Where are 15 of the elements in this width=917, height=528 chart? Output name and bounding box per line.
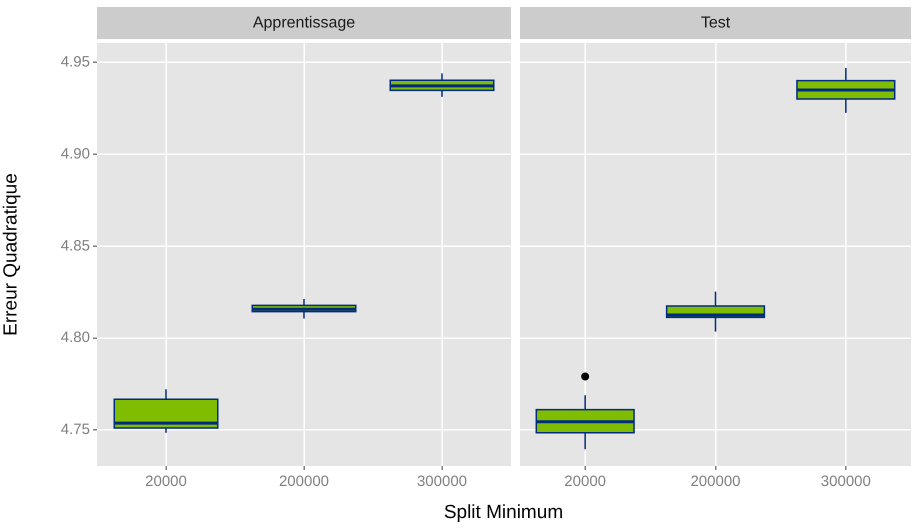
y-tick-label: 4.85	[60, 237, 90, 254]
y-axis-title: Erreur Quadratique	[0, 173, 22, 336]
x-tick-label: 20000	[145, 473, 187, 490]
chart-title: Apprentissage	[252, 14, 356, 32]
y-tick-label: 4.90	[60, 145, 90, 162]
x-tick-label: 300000	[416, 473, 468, 490]
x-tick-label: 200000	[278, 473, 330, 490]
y-tick-label: 4.95	[60, 54, 90, 71]
y-tick-label: 4.75	[60, 421, 90, 438]
chart-title: Test	[700, 14, 731, 32]
x-tick-label: 300000	[820, 473, 871, 490]
x-tick-label: 20000	[564, 473, 606, 490]
x-axis-title: Split Minimum	[442, 502, 564, 524]
y-tick-label: 4.80	[60, 329, 90, 346]
x-tick-label: 200000	[690, 473, 741, 490]
